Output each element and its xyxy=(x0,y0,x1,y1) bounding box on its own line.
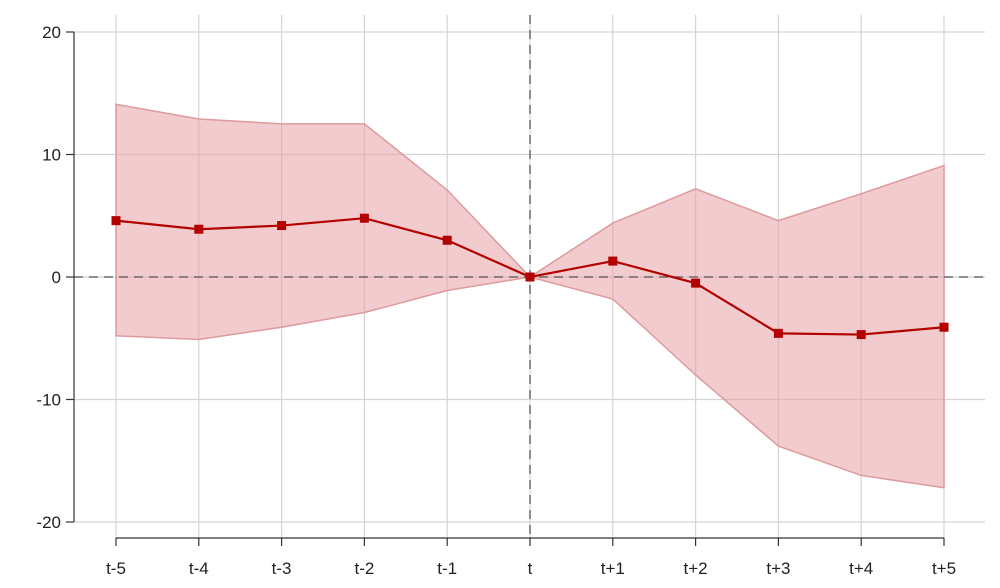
confidence-band-layer xyxy=(115,103,945,489)
x-tick-label: t+4 xyxy=(849,559,873,578)
x-tick-label: t-5 xyxy=(106,559,126,578)
series-layer xyxy=(111,213,949,340)
x-tick-label: t+5 xyxy=(932,559,956,578)
estimate-point xyxy=(691,278,701,288)
y-tick-label: -10 xyxy=(36,391,61,410)
x-tick-label: t-2 xyxy=(354,559,374,578)
estimate-point xyxy=(939,322,949,332)
y-tick-label: 0 xyxy=(52,268,61,287)
x-tick-label: t-3 xyxy=(272,559,292,578)
estimate-point xyxy=(856,330,866,340)
y-tick-label: 20 xyxy=(42,23,61,42)
x-tick-label: t+2 xyxy=(684,559,708,578)
estimate-point xyxy=(359,213,369,223)
estimate-point xyxy=(111,216,121,226)
y-tick-label: -20 xyxy=(36,513,61,532)
x-tick-label: t+3 xyxy=(766,559,790,578)
x-tick-label: t+1 xyxy=(601,559,625,578)
estimate-point xyxy=(277,221,287,231)
estimate-point xyxy=(194,224,204,234)
x-tick-label: t-4 xyxy=(189,559,209,578)
estimate-point xyxy=(773,328,783,338)
x-tick-label: t xyxy=(528,559,533,578)
x-tick-label: t-1 xyxy=(437,559,457,578)
estimate-point xyxy=(608,256,618,266)
axes-layer: 20 10 0 -10 -20 t-5 t-4 t-3 t-2 t-1 t t+1 t+2 t+3 t+4 t… xyxy=(36,23,956,578)
confidence-band xyxy=(115,103,945,489)
estimate-point xyxy=(442,235,452,245)
estimate-point xyxy=(525,272,535,282)
y-tick-label: 10 xyxy=(42,146,61,165)
